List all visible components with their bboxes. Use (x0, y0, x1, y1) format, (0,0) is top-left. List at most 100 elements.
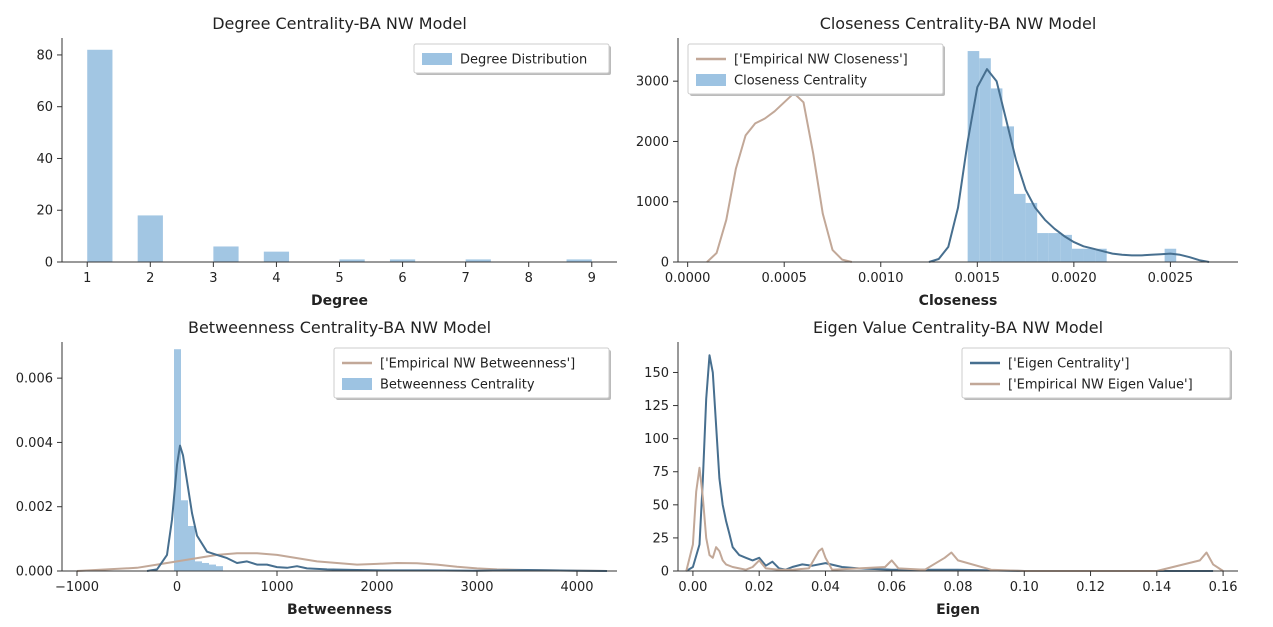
x-tick-label: 0.10 (1010, 580, 1039, 595)
histogram-bar (1164, 248, 1177, 262)
x-axis-label: Degree (311, 293, 368, 309)
chart-title: Degree Centrality-BA NW Model (212, 14, 467, 33)
legend-box (413, 43, 610, 74)
chart-panel-1: Degree Centrality-BA NW Model 1 2 3 4 5 6 7 8 9 0 2… (36, 14, 617, 309)
histogram-bar (1037, 233, 1049, 262)
y-tick-label: 40 (36, 152, 53, 167)
histogram-bar (263, 251, 290, 262)
histogram-bar (195, 561, 202, 571)
y-tick-label: 125 (644, 399, 669, 414)
legend-label: Closeness Centrality (734, 74, 867, 89)
y-tick-label: 0.004 (16, 436, 53, 451)
x-tick-label: 1 (83, 271, 91, 286)
y-tick-label: 20 (36, 204, 53, 219)
x-tick-label: 6 (398, 271, 406, 286)
y-tick-label: 60 (36, 100, 53, 115)
legend-label: ['Eigen Centrality'] (1008, 357, 1129, 372)
x-tick-label: −1000 (55, 580, 99, 595)
y-tick-label: 0.000 (16, 565, 53, 580)
histogram-bar (465, 259, 491, 262)
x-tick-label: 8 (525, 271, 533, 286)
histogram-bar (188, 526, 195, 571)
y-tick-label: 0.002 (16, 500, 53, 515)
histogram-bar (181, 500, 188, 571)
chart-title: Closeness Centrality-BA NW Model (820, 14, 1097, 33)
histogram-bar (209, 564, 216, 571)
x-tick-label: 0.02 (745, 580, 774, 595)
histogram-bar (967, 51, 980, 263)
histogram-bar (202, 562, 209, 571)
histogram-bar (137, 215, 163, 262)
legend: ['Empirical NW Closeness'] Closeness Cent… (687, 43, 945, 96)
legend-swatch (342, 378, 372, 390)
y-tick-label: 3000 (636, 75, 669, 90)
x-tick-label: 0.00 (678, 580, 707, 595)
y-tick-label: 0 (661, 565, 669, 580)
x-tick-label: 4000 (560, 580, 593, 595)
x-tick-label: 0.06 (877, 580, 906, 595)
histogram-bar (87, 49, 113, 262)
x-axis-label: Betweenness (287, 602, 392, 618)
legend-label: ['Empirical NW Eigen Value'] (1008, 378, 1193, 393)
x-tick-label: 9 (588, 271, 596, 286)
histogram-bar (339, 259, 365, 262)
histogram-bar (979, 58, 991, 262)
y-tick-label: 0 (661, 256, 669, 271)
x-tick-label: 0.16 (1209, 580, 1238, 595)
x-tick-label: 0.0010 (858, 271, 904, 286)
x-tick-label: 0.08 (944, 580, 973, 595)
x-tick-label: 0.0025 (1148, 271, 1194, 286)
series-line (685, 466, 1224, 572)
y-tick-label: 0 (45, 256, 53, 271)
x-tick-label: 7 (461, 271, 469, 286)
series-line (146, 444, 608, 572)
histogram-bar (1071, 248, 1084, 262)
legend: ['Empirical NW Betweenness'] Betweenness … (333, 347, 611, 400)
x-axis-label: Closeness (919, 293, 998, 309)
series-line (76, 552, 608, 572)
y-tick-label: 75 (652, 465, 669, 480)
chart-title: Eigen Value Centrality-BA NW Model (813, 318, 1103, 337)
x-axis-label: Eigen (936, 602, 980, 618)
histogram-bar (990, 88, 1003, 263)
legend-label: Betweenness Centrality (380, 378, 535, 393)
x-tick-label: 0.0005 (761, 271, 807, 286)
histogram-bar (1095, 248, 1107, 262)
x-tick-label: 3000 (460, 580, 493, 595)
x-tick-label: 0.12 (1076, 580, 1105, 595)
histogram-bar (1083, 248, 1096, 262)
legend-label: ['Empirical NW Closeness'] (734, 53, 908, 68)
x-tick-label: 4 (272, 271, 280, 286)
histogram-bar (389, 259, 416, 262)
legend-box (961, 347, 1231, 399)
legend-label: Degree Distribution (460, 53, 587, 68)
series-line (706, 92, 853, 263)
y-tick-label: 80 (36, 48, 53, 63)
x-tick-label: 1000 (260, 580, 293, 595)
legend-label: ['Empirical NW Betweenness'] (380, 357, 575, 372)
histogram-bar (1014, 193, 1026, 262)
x-tick-label: 0.04 (811, 580, 840, 595)
x-tick-label: 5 (335, 271, 343, 286)
y-tick-label: 25 (652, 531, 669, 546)
y-tick-label: 100 (644, 432, 669, 447)
legend: Degree Distribution (413, 43, 611, 75)
legend-box (333, 347, 610, 399)
x-tick-label: 0.0015 (955, 271, 1001, 286)
histogram-bar (1002, 126, 1014, 262)
y-tick-label: 0.006 (16, 372, 53, 387)
y-tick-label: 1000 (636, 195, 669, 210)
histogram-bar (566, 259, 592, 262)
legend-box (687, 43, 944, 95)
x-tick-label: 0.14 (1142, 580, 1171, 595)
x-tick-label: 3 (209, 271, 217, 286)
chart-panel-3: Betweenness Centrality-BA NW Model−1000 0… (16, 318, 617, 618)
histogram-bar (1048, 233, 1061, 262)
histogram-bar (1025, 202, 1038, 262)
y-tick-label: 150 (644, 366, 669, 381)
y-tick-label: 50 (652, 498, 669, 513)
chart-title: Betweenness Centrality-BA NW Model (188, 318, 491, 337)
chart-panel-2: Closeness Centrality-BA NW Model 0.0000 0.… (636, 14, 1238, 309)
x-tick-label: 2000 (360, 580, 393, 595)
